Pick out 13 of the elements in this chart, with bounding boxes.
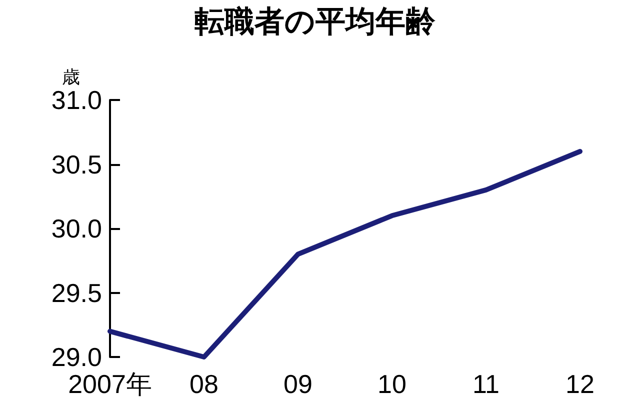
x-tick-label: 11 bbox=[472, 369, 500, 399]
x-tick-label: 08 bbox=[190, 369, 218, 399]
y-tick-label: 30.0 bbox=[51, 214, 102, 244]
y-axis-title: 歳 bbox=[62, 67, 80, 87]
y-tick-label: 31.0 bbox=[51, 85, 102, 115]
y-tick-label: 30.5 bbox=[51, 149, 102, 180]
chart-title: 転職者の平均年齢 bbox=[194, 4, 436, 40]
x-tick-label: 2007年 bbox=[68, 369, 152, 399]
x-tick-label: 12 bbox=[566, 369, 594, 399]
x-tick-label: 09 bbox=[284, 369, 312, 399]
x-tick-label: 10 bbox=[378, 369, 406, 399]
y-tick-label: 29.5 bbox=[51, 278, 102, 308]
y-tick-label: 29.0 bbox=[51, 342, 102, 372]
